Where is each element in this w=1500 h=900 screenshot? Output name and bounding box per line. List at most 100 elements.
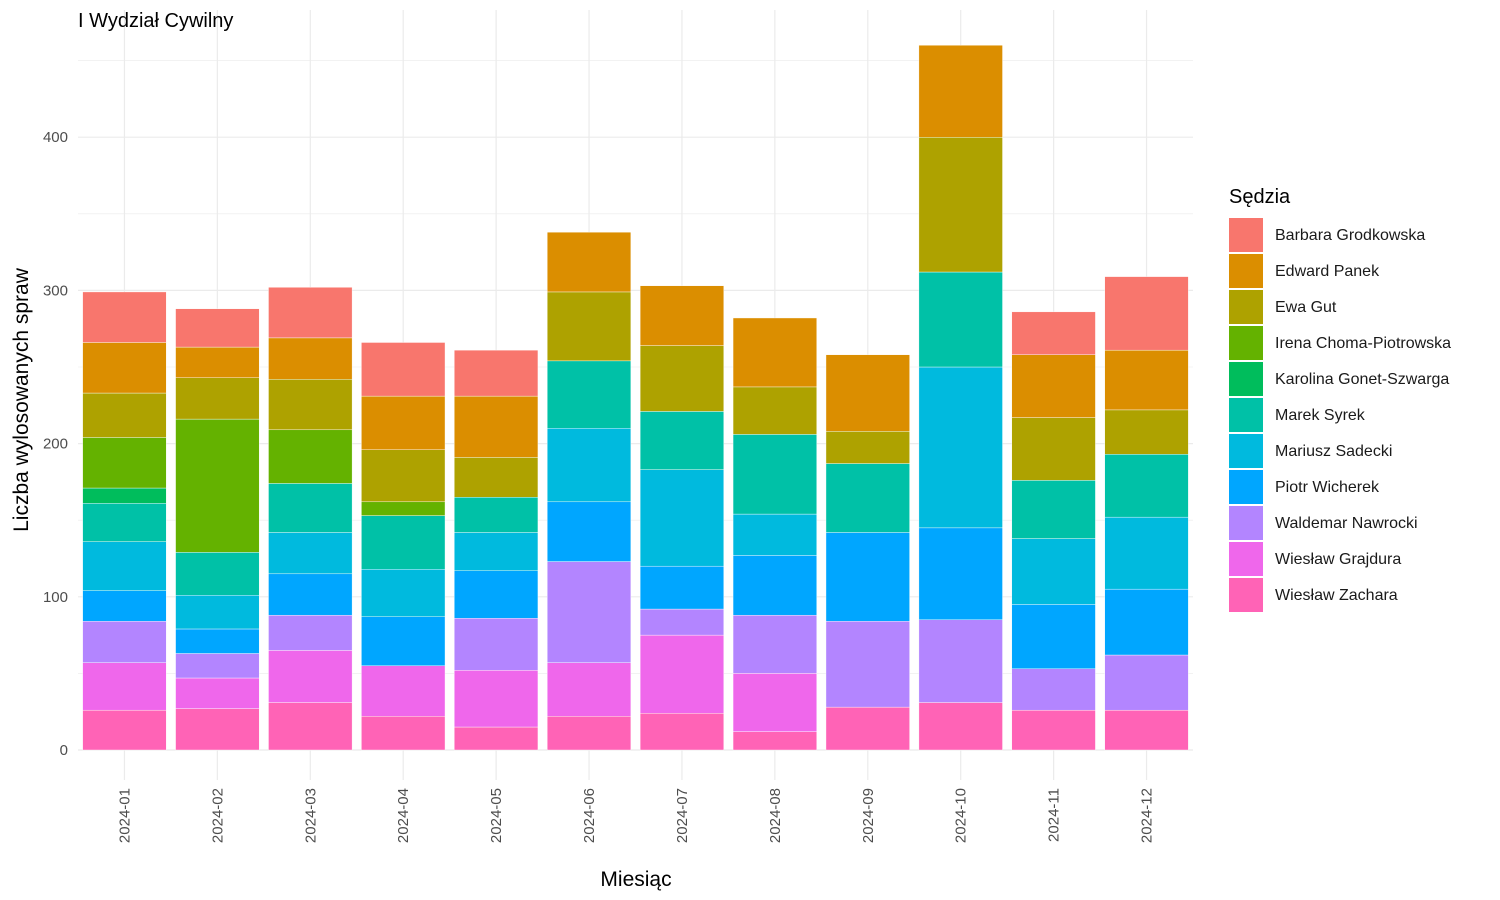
bar-segment	[639, 469, 724, 567]
bar-segment	[175, 677, 260, 709]
bar-segment	[639, 565, 724, 610]
bar-segment	[918, 271, 1003, 368]
bar-segment	[825, 354, 910, 432]
legend-key	[1229, 290, 1263, 324]
legend-label: Karolina Gonet-Szwarga	[1275, 371, 1449, 388]
bar-segment	[268, 573, 353, 616]
y-tick-label: 400	[43, 129, 68, 146]
bar-segment	[361, 665, 446, 717]
bar-segment	[82, 709, 167, 751]
bar-segment	[361, 342, 446, 397]
legend: Sędzia Barbara Grodkowska Edward Panek Ewa…	[1229, 186, 1451, 612]
legend-key	[1229, 398, 1263, 432]
bar-segment	[82, 541, 167, 591]
bar-segment	[82, 621, 167, 663]
bar-segment	[732, 555, 817, 616]
bar-segment	[82, 291, 167, 343]
legend-label: Wiesław Grajdura	[1275, 551, 1401, 568]
x-tick-label: 2024-05	[488, 788, 505, 843]
bar-segment	[361, 501, 446, 516]
x-tick-label: 2024-11	[1046, 788, 1063, 842]
x-tick-label: 2024-03	[302, 788, 319, 843]
x-tick-label: 2024-04	[395, 788, 412, 843]
legend-title: Sędzia	[1229, 186, 1291, 208]
x-tick-label: 2024-01	[116, 788, 133, 843]
bar-segment	[175, 595, 260, 630]
bar-segment	[639, 411, 724, 470]
bar-segment	[175, 628, 260, 654]
x-axis-ticks: 2024-01 2024-02 2024-03 2024-04 2024-05 2024-…	[116, 788, 1155, 843]
y-tick-label: 0	[60, 742, 68, 759]
bars-group	[82, 45, 1189, 751]
y-axis-title: Liczba wylosowanych spraw	[10, 267, 33, 532]
bar-segment	[825, 706, 910, 751]
bar-segment	[825, 532, 910, 622]
bar-segment	[454, 618, 539, 671]
bar-segment	[82, 662, 167, 711]
bar-segment	[1011, 668, 1096, 711]
legend-label: Marek Syrek	[1275, 407, 1366, 424]
bar-segment	[268, 650, 353, 703]
bar-segment	[454, 457, 539, 498]
bar-segment	[547, 231, 632, 293]
bar-segment	[825, 463, 910, 533]
bar-segment	[454, 532, 539, 571]
bar-segment	[1011, 709, 1096, 751]
bar-segment	[918, 527, 1003, 620]
x-tick-label: 2024-07	[674, 788, 691, 843]
legend-label: Barbara Grodkowska	[1275, 227, 1425, 244]
bar-segment	[175, 418, 260, 553]
bar-segment	[1011, 480, 1096, 539]
bar-segment	[547, 501, 632, 562]
bar-segment	[175, 308, 260, 348]
bar-segment	[732, 317, 817, 388]
bar-segment	[1104, 709, 1189, 751]
bar-segment	[454, 497, 539, 533]
legend-key	[1229, 362, 1263, 396]
bar-segment	[918, 366, 1003, 529]
x-tick-label: 2024-12	[1139, 788, 1156, 843]
bar-segment	[1104, 516, 1189, 590]
legend-label: Irena Choma-Piotrowska	[1275, 335, 1451, 352]
y-tick-label: 300	[43, 282, 68, 299]
legend-key	[1229, 254, 1263, 288]
bar-segment	[1011, 417, 1096, 481]
bar-segment	[1104, 654, 1189, 711]
bar-segment	[1011, 311, 1096, 355]
y-tick-label: 100	[43, 589, 68, 606]
bar-segment	[268, 337, 353, 380]
legend-key	[1229, 218, 1263, 252]
x-tick-label: 2024-09	[860, 788, 877, 843]
bar-segment	[1104, 409, 1189, 455]
bar-segment	[454, 670, 539, 728]
bar-segment	[361, 449, 446, 503]
bar-segment	[454, 395, 539, 458]
bar-segment	[639, 634, 724, 714]
bar-segment	[639, 608, 724, 636]
bar-segment	[1104, 454, 1189, 518]
x-tick-label: 2024-08	[767, 788, 784, 843]
x-axis-title: Miesiąc	[600, 868, 671, 891]
bar-segment	[268, 287, 353, 339]
legend-key	[1229, 578, 1263, 612]
bar-segment	[268, 614, 353, 651]
bar-segment	[361, 716, 446, 751]
bar-segment	[175, 346, 260, 378]
bar-segment	[639, 285, 724, 346]
legend-label: Wiesław Zachara	[1275, 587, 1398, 604]
bar-segment	[732, 434, 817, 515]
bar-segment	[918, 702, 1003, 751]
x-tick-label: 2024-10	[953, 788, 970, 843]
bar-segment	[547, 360, 632, 429]
bar-segment	[918, 136, 1003, 273]
legend-key	[1229, 470, 1263, 504]
bar-segment	[547, 662, 632, 717]
legend-key	[1229, 326, 1263, 360]
bar-segment	[732, 673, 817, 732]
bar-segment	[82, 437, 167, 489]
bar-segment	[547, 291, 632, 362]
legend-label: Mariusz Sadecki	[1275, 443, 1392, 460]
bar-segment	[361, 395, 446, 450]
legend-key	[1229, 434, 1263, 468]
